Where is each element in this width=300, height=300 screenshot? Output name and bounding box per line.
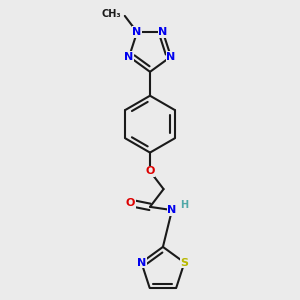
Text: N: N: [133, 27, 142, 37]
Text: O: O: [145, 166, 155, 176]
Text: CH₃: CH₃: [102, 9, 122, 19]
Text: S: S: [180, 257, 188, 268]
Text: N: N: [124, 52, 134, 61]
Text: N: N: [166, 52, 176, 61]
Text: O: O: [126, 198, 135, 208]
Text: N: N: [158, 27, 167, 37]
Text: H: H: [180, 200, 188, 210]
Text: N: N: [167, 205, 177, 215]
Text: N: N: [137, 257, 146, 268]
